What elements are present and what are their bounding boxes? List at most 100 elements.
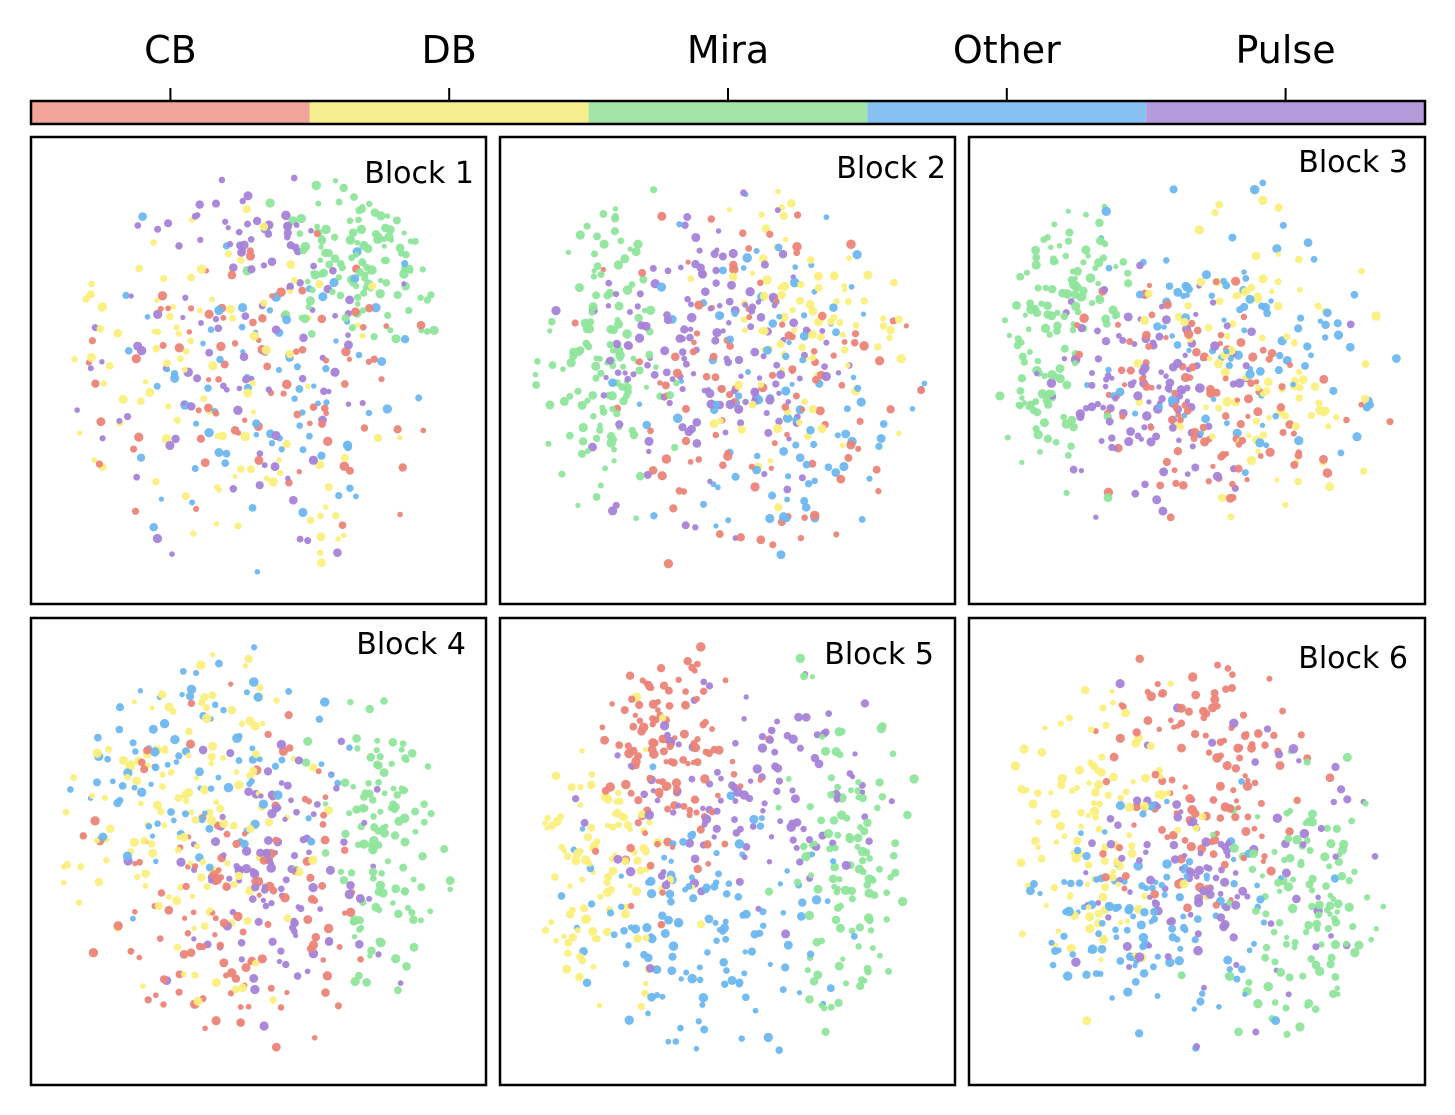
point-pulse xyxy=(317,906,324,913)
point-other xyxy=(647,992,656,1002)
point-cb xyxy=(212,915,219,922)
point-other xyxy=(1082,970,1091,979)
point-pulse xyxy=(293,222,300,228)
point-other xyxy=(1123,926,1131,934)
point-pulse xyxy=(712,328,722,338)
point-db xyxy=(1098,957,1104,963)
point-mira xyxy=(394,986,402,995)
point-db xyxy=(238,720,246,728)
point-other xyxy=(299,446,307,454)
point-cb xyxy=(1259,833,1265,840)
point-pulse xyxy=(308,455,319,465)
point-pulse xyxy=(634,333,645,343)
point-pulse xyxy=(370,863,377,870)
point-mira xyxy=(1283,1030,1291,1038)
point-mira xyxy=(1038,300,1045,307)
point-mira xyxy=(1071,301,1081,311)
point-cb xyxy=(679,729,689,739)
point-pulse xyxy=(1134,432,1142,440)
point-other xyxy=(291,395,298,402)
point-other xyxy=(1061,878,1068,886)
point-other xyxy=(1025,886,1035,896)
point-cb xyxy=(165,305,172,312)
point-other xyxy=(293,363,301,371)
point-other xyxy=(726,791,736,801)
point-mira xyxy=(548,361,557,370)
point-mira xyxy=(616,354,624,362)
point-db xyxy=(1098,753,1106,761)
point-pulse xyxy=(1131,379,1137,385)
point-cb xyxy=(1295,449,1302,456)
point-cb xyxy=(1214,661,1222,669)
point-pulse xyxy=(789,787,796,794)
point-pulse xyxy=(700,678,708,686)
point-db xyxy=(249,380,256,387)
point-pulse xyxy=(1201,984,1207,991)
point-cb xyxy=(647,427,654,435)
point-cb xyxy=(1240,854,1248,862)
point-cb xyxy=(1286,361,1294,369)
point-cb xyxy=(127,947,135,955)
point-mira xyxy=(330,254,340,263)
point-mira xyxy=(1271,958,1279,966)
point-cb xyxy=(1233,798,1240,804)
point-other xyxy=(722,890,731,898)
point-cb xyxy=(1261,853,1268,860)
point-db xyxy=(602,887,613,897)
point-db xyxy=(181,492,190,501)
point-cb xyxy=(301,795,309,803)
point-db xyxy=(305,383,311,390)
point-pulse xyxy=(1100,404,1107,411)
point-cb xyxy=(1205,749,1213,756)
point-db xyxy=(717,417,724,425)
point-db xyxy=(200,395,208,403)
point-db xyxy=(757,381,765,388)
point-db xyxy=(1098,892,1108,902)
point-mira xyxy=(1058,288,1067,298)
point-cb xyxy=(153,992,159,999)
point-pulse xyxy=(1115,679,1125,689)
point-pulse xyxy=(1181,852,1188,859)
point-db xyxy=(1269,288,1275,295)
point-pulse xyxy=(1146,875,1155,885)
point-pulse xyxy=(99,435,106,442)
point-other xyxy=(685,883,693,890)
point-other xyxy=(252,419,261,428)
point-db xyxy=(232,473,238,480)
point-mira xyxy=(1329,989,1338,999)
point-db xyxy=(585,860,593,867)
point-mira xyxy=(362,978,371,987)
point-cb xyxy=(693,809,700,816)
point-mira xyxy=(1092,265,1099,272)
point-mira xyxy=(673,379,680,387)
point-db xyxy=(1167,680,1174,687)
point-db xyxy=(786,198,796,208)
point-cb xyxy=(1163,334,1169,341)
point-cb xyxy=(1224,665,1232,672)
point-other xyxy=(115,725,124,734)
point-db xyxy=(1196,277,1206,287)
point-mira xyxy=(337,868,345,875)
point-mira xyxy=(355,268,365,277)
point-cb xyxy=(591,847,600,855)
point-cb xyxy=(729,264,739,275)
point-db xyxy=(1140,316,1149,326)
point-db xyxy=(105,361,114,370)
scatter-points xyxy=(71,174,439,575)
point-db xyxy=(1290,340,1298,347)
point-pulse xyxy=(750,387,760,397)
point-pulse xyxy=(87,365,94,372)
point-pulse xyxy=(293,808,300,816)
point-cb xyxy=(251,877,259,885)
point-cb xyxy=(157,889,166,897)
point-db xyxy=(97,302,108,312)
point-pulse xyxy=(191,212,199,220)
point-db xyxy=(1108,873,1117,882)
point-pulse xyxy=(197,236,204,244)
point-other xyxy=(735,980,743,988)
point-pulse xyxy=(1201,837,1211,847)
point-other xyxy=(1116,957,1125,965)
point-cb xyxy=(571,319,579,327)
point-other xyxy=(249,677,259,687)
point-mira xyxy=(1053,321,1062,330)
